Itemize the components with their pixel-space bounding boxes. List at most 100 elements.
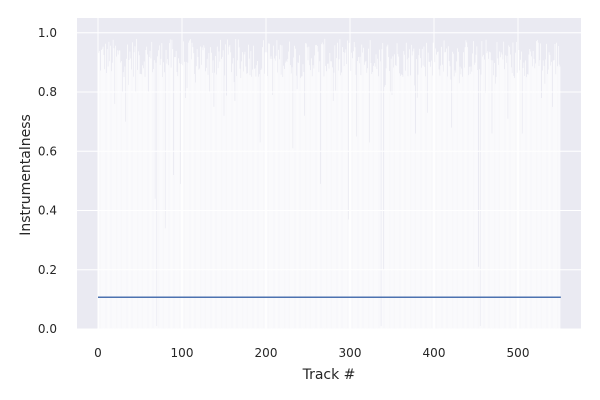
bar [200, 46, 201, 329]
bar [496, 42, 498, 330]
bar [454, 70, 456, 330]
bar [505, 62, 507, 329]
bar [218, 51, 220, 329]
bar [406, 59, 408, 329]
bar [379, 49, 380, 330]
bar [514, 77, 515, 330]
bar [455, 72, 457, 329]
bar [302, 64, 304, 330]
bar [358, 63, 360, 330]
bar [440, 65, 442, 330]
bar [206, 58, 208, 329]
bar [240, 77, 242, 330]
bar [277, 72, 279, 329]
bar [494, 83, 496, 329]
bar [463, 52, 464, 330]
bar [101, 50, 102, 329]
bar [443, 40, 445, 329]
bar [197, 57, 199, 329]
bar [257, 60, 258, 329]
bar [449, 66, 451, 329]
bar [241, 61, 242, 330]
bar [363, 64, 365, 329]
bar [425, 76, 426, 329]
bar [245, 66, 247, 329]
bar [212, 60, 214, 329]
bar [208, 53, 210, 330]
bar [540, 43, 542, 329]
bar [499, 51, 500, 329]
bar [493, 75, 494, 329]
bar [408, 57, 410, 330]
y-tick-label: 1.0 [38, 26, 57, 40]
bar [306, 47, 308, 329]
bar [357, 61, 358, 329]
bar [558, 64, 560, 329]
bar [176, 71, 178, 330]
bar [221, 58, 222, 329]
bar [308, 46, 310, 329]
bar [272, 95, 274, 329]
bar [393, 67, 395, 329]
bar [375, 54, 377, 330]
bar [292, 148, 294, 329]
bar [223, 115, 225, 330]
bar [458, 51, 459, 330]
bar [410, 44, 412, 330]
bar [389, 92, 391, 330]
bar [263, 73, 265, 329]
bar [483, 54, 484, 329]
y-tick-label: 0.2 [38, 263, 57, 277]
bar [533, 58, 535, 330]
bar [545, 59, 547, 330]
bar [386, 46, 388, 329]
bar [265, 59, 267, 329]
bar [415, 133, 416, 329]
bar [253, 45, 254, 329]
bar [211, 52, 212, 329]
bar [439, 75, 441, 329]
bar [224, 75, 226, 329]
bar [184, 61, 185, 330]
bar [242, 52, 243, 330]
bar [314, 55, 316, 329]
bar [301, 76, 303, 329]
bar [399, 73, 400, 329]
bar [484, 59, 485, 330]
y-tick-label: 0.4 [38, 204, 57, 218]
bar [470, 66, 472, 330]
bar [109, 61, 111, 330]
bar [280, 74, 282, 330]
bar [254, 68, 256, 329]
bar [416, 59, 417, 329]
bar [494, 63, 495, 329]
bar [264, 52, 266, 329]
bar [195, 82, 196, 329]
bar [526, 77, 527, 329]
bar [381, 49, 383, 329]
bar [330, 61, 332, 329]
bar [384, 85, 386, 329]
bar [149, 50, 151, 330]
bar [299, 55, 300, 329]
bar [279, 59, 280, 329]
bar [456, 61, 458, 330]
bar [227, 54, 229, 329]
bar [189, 40, 190, 329]
bar [183, 41, 185, 329]
bar [138, 55, 140, 329]
bar [411, 55, 413, 330]
bar [444, 52, 446, 329]
bar [479, 69, 480, 329]
bar [252, 69, 253, 329]
bar [491, 133, 493, 329]
bar [374, 63, 375, 329]
bar [400, 75, 401, 329]
bar [339, 39, 341, 329]
bar [468, 75, 469, 329]
x-axis-title: Track # [302, 367, 356, 383]
bar [530, 51, 531, 329]
bar [158, 45, 160, 330]
bar [253, 68, 255, 330]
bar [458, 83, 460, 329]
